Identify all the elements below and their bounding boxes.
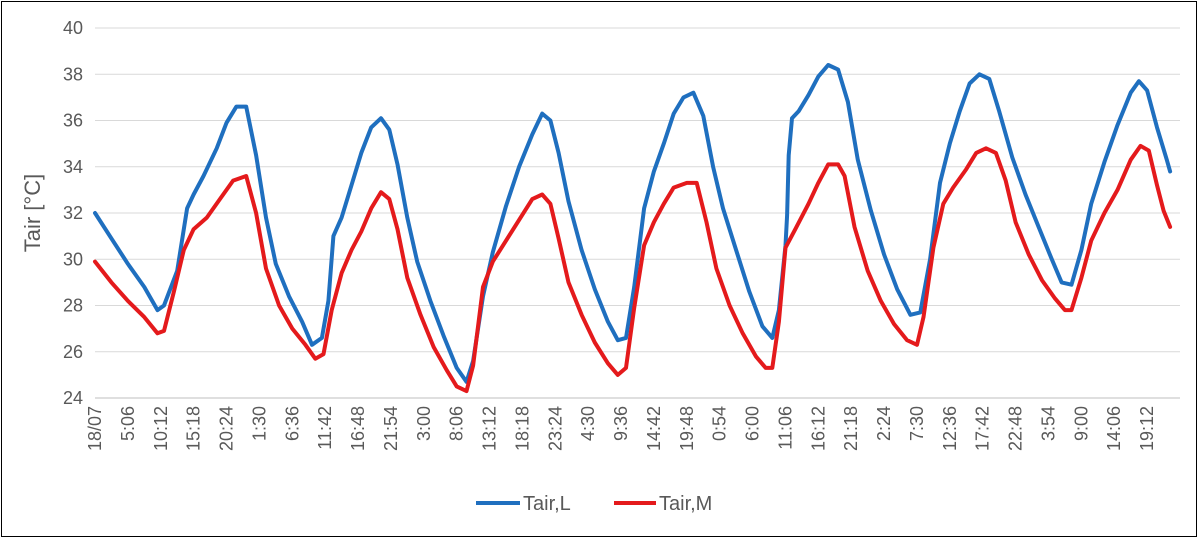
legend-label-tair-l: Tair,L [523,493,571,515]
x-tick-label: 2:24 [874,406,894,441]
legend-label-tair-m: Tair,M [659,493,712,515]
x-tick-label: 1:30 [249,406,269,441]
y-tick-label: 24 [63,388,83,408]
y-tick-label: 26 [63,342,83,362]
x-tick-label: 9:00 [1071,406,1091,441]
x-tick-label: 3:54 [1038,406,1058,441]
x-tick-label: 19:12 [1137,406,1157,451]
x-tick-label: 13:12 [480,406,500,451]
x-tick-label: 15:18 [184,406,204,451]
x-tick-label: 4:30 [578,406,598,441]
y-tick-label: 40 [63,18,83,38]
x-tick-label: 5:06 [118,406,138,441]
x-tick-label: 16:48 [348,406,368,451]
x-tick-label: 12:36 [940,406,960,451]
y-tick-label: 28 [63,296,83,316]
series-lines [93,63,1173,394]
x-tick-label: 11:42 [315,406,335,450]
x-tick-label: 18/07 [85,406,105,451]
x-tick-label: 23:24 [545,406,565,451]
x-tick-label: 11:06 [775,406,795,450]
x-tick-label: 22:48 [1006,406,1026,451]
x-tick-label: 21:18 [841,406,861,451]
x-tick-label: 14:06 [1104,406,1124,451]
y-tick-label: 34 [63,157,83,177]
series-line-tair-m [93,143,1173,394]
y-tick-label: 38 [63,64,83,84]
x-tick-label: 9:36 [611,406,631,441]
y-tick-label: 36 [63,111,83,131]
x-axis-ticks: 18/07 5:06 10:12 15:18 20:24 1:30 6:36 11:42 16:… [85,406,1157,451]
x-tick-label: 20:24 [217,406,237,451]
y-axis-ticks: 24 26 28 30 32 34 36 38 40 [63,18,83,408]
y-axis-label: Tair [°C] [20,174,45,252]
x-tick-label: 6:00 [743,406,763,441]
x-tick-label: 14:42 [644,406,664,451]
x-tick-label: 18:18 [512,406,532,451]
gridlines [95,27,1180,353]
series-line-tair-l [93,63,1173,384]
x-tick-label: 17:42 [973,406,993,451]
x-tick-label: 21:54 [381,406,401,451]
x-tick-label: 0:54 [710,406,730,441]
x-tick-label: 7:30 [907,406,927,441]
x-tick-label: 3:00 [414,406,434,441]
x-tick-label: 10:12 [151,406,171,451]
x-tick-label: 6:36 [282,406,302,441]
legend: Tair,L Tair,M [476,493,712,515]
x-tick-label: 8:06 [447,406,467,441]
x-tick-label: 16:12 [808,406,828,451]
x-tick-label: 19:48 [677,406,697,451]
y-tick-label: 30 [63,249,83,269]
y-tick-label: 32 [63,203,83,223]
